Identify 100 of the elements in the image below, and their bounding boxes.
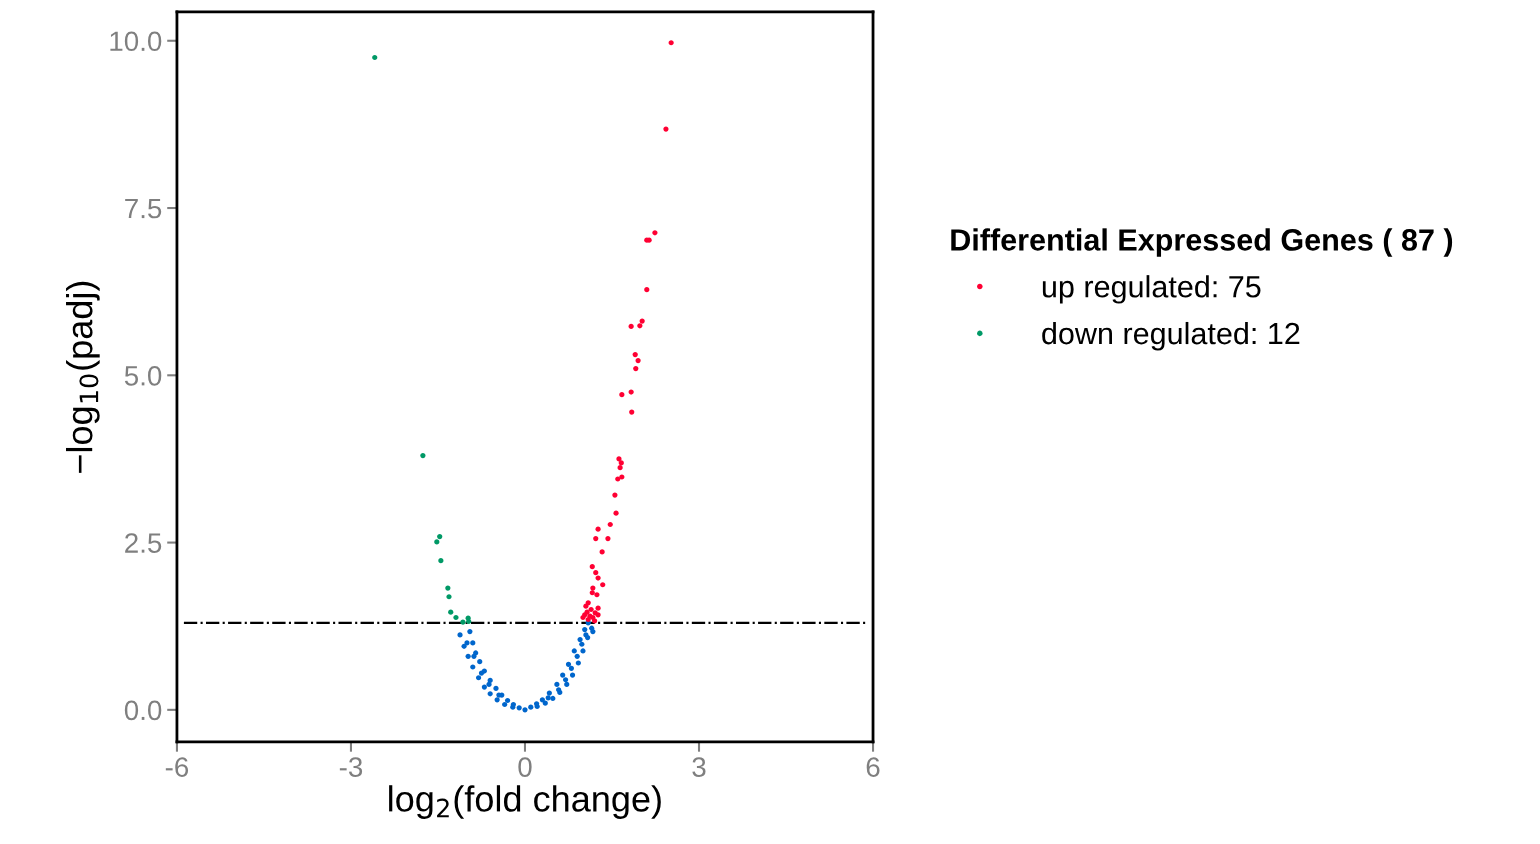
point [628,389,634,395]
point [565,661,572,667]
point [637,323,643,329]
point [593,570,599,576]
point [502,701,508,708]
point [580,648,586,654]
point [663,126,669,132]
point [590,628,596,635]
point [595,526,601,532]
point [554,681,560,688]
point [467,628,473,635]
point [446,594,452,600]
point [599,549,605,555]
x-tick-label: 6 [866,757,880,777]
point [448,609,454,615]
point [616,456,622,462]
point [579,641,585,647]
point [562,677,569,683]
point [516,705,522,711]
point [464,640,470,646]
point [453,614,459,621]
point [607,521,613,528]
point [445,585,451,591]
point [592,618,598,624]
legend-label: up regulated: 75 [1042,275,1261,304]
point [493,685,499,692]
point [613,510,619,516]
point [372,54,378,61]
point [568,665,574,671]
point [618,460,624,466]
point [545,695,551,701]
point [466,618,472,625]
point [569,672,576,678]
point [575,660,581,666]
point [487,691,493,697]
point [460,619,466,625]
point [628,323,634,330]
point [542,700,548,706]
point [486,681,492,688]
y-tick-label: 0.0 [124,700,162,721]
x-tick-label: 3 [692,757,706,777]
point [494,697,500,703]
point [644,287,650,293]
point [564,681,570,688]
point [465,653,471,659]
point [615,476,621,482]
point [560,672,566,678]
x-tick-label: 0 [518,757,532,777]
point [528,704,534,710]
point [589,590,595,596]
point [619,474,625,480]
point [475,675,482,681]
point [652,230,658,236]
point [612,492,618,498]
point [470,664,476,670]
point [632,351,638,358]
point [600,582,606,588]
point [589,564,595,570]
point [582,626,588,633]
point [481,684,487,690]
point [619,392,625,398]
point [605,535,611,542]
point [595,575,601,581]
point [639,318,645,324]
point [477,659,483,665]
point [629,409,635,415]
point [539,697,545,703]
x-tick-label: -6 [165,757,189,777]
point [420,452,426,459]
x-axis-title: log$_{2}$(fold change) [389,785,661,819]
point [438,558,444,564]
point [457,632,463,638]
point [437,533,443,540]
point [595,605,601,611]
y-tick-label: 2.5 [125,533,162,553]
point [635,357,641,364]
point [574,653,580,659]
point [550,695,556,702]
point [434,539,440,545]
point [633,366,639,372]
y-axis-title: −log$_{10}$(padj) [66,281,100,473]
x-tick-label: -3 [339,757,363,777]
point [585,616,591,623]
legend-title: Differential Expressed Genes ( 87 ) [951,228,1453,257]
point [588,606,594,613]
point [504,697,511,704]
point [470,640,476,646]
point [577,636,583,643]
point [668,40,674,46]
point [571,648,577,654]
point [546,690,552,696]
point [522,707,528,713]
point [617,465,623,471]
point [461,643,467,649]
y-tick-label: 10.0 [110,31,162,52]
y-tick-label: 5.0 [124,365,162,386]
point [593,535,599,542]
legend-label: down regulated: 12 [1042,321,1300,351]
y-tick-label: 7.5 [125,198,162,219]
point [487,677,493,683]
